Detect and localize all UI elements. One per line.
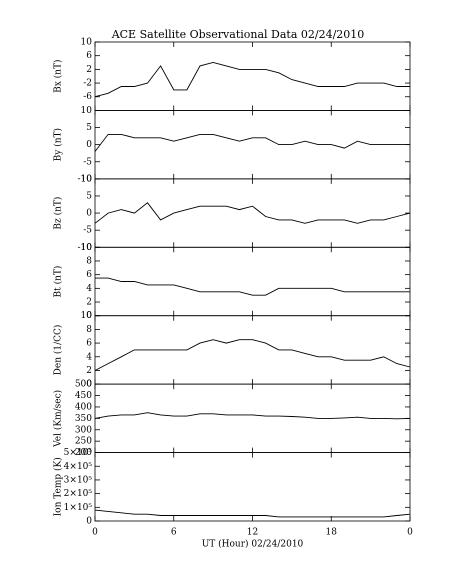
y-tick-label: 300	[75, 425, 92, 435]
panel-frame	[94, 178, 411, 248]
y-tick-label: 0	[86, 209, 92, 219]
y-tick-label: 0	[86, 380, 92, 390]
y-tick-label: 6	[86, 51, 92, 61]
y-tick-label: 6	[86, 270, 92, 280]
y-tick-label: 3×10⁵	[64, 475, 93, 485]
y-tick-label: 10	[81, 174, 93, 184]
panel-frame	[94, 452, 411, 522]
y-tick-label: -2	[83, 79, 92, 89]
data-line	[94, 339, 411, 371]
data-line	[94, 133, 410, 152]
y-tick-label: 250	[75, 437, 92, 447]
y-tick-label: 10	[81, 243, 93, 253]
y-tick-label: 500	[75, 380, 92, 390]
x-tick-label: 0	[92, 528, 98, 538]
data-line	[94, 412, 411, 420]
y-axis-label: Ion Temp (K)	[53, 457, 64, 516]
y-tick-label: 5	[86, 123, 92, 133]
y-tick-label: 4	[86, 352, 92, 362]
y-tick-label: 4	[86, 284, 92, 294]
data-line	[94, 509, 411, 518]
y-axis-label: Bx (nT)	[53, 60, 64, 93]
y-tick-label: 0	[86, 140, 92, 150]
panel-frame	[94, 246, 411, 317]
y-tick-label: 1×10⁵	[64, 503, 93, 513]
panel-frame	[94, 110, 411, 180]
y-axis-label: Vel (Km/sec)	[53, 390, 64, 448]
y-tick-label: 0	[86, 311, 92, 321]
y-tick-label: -5	[83, 157, 92, 167]
y-tick-label: -10	[78, 174, 93, 184]
x-tick-label: 18	[326, 528, 338, 538]
y-tick-label: 2	[86, 298, 92, 308]
y-tick-label: -6	[83, 92, 92, 102]
x-tick-label: 6	[171, 528, 177, 538]
y-tick-label: -10	[78, 243, 93, 253]
data-line	[94, 62, 410, 98]
y-axis-label: Bz (nT)	[53, 197, 64, 230]
y-axis-label: Den (1/CC)	[53, 325, 64, 376]
y-tick-label: 10	[81, 38, 93, 48]
y-tick-label: 5	[86, 191, 92, 201]
x-tick-label: 0	[407, 528, 413, 538]
y-tick-label: 8	[86, 325, 92, 335]
y-tick-label: 6	[86, 339, 92, 349]
y-tick-label: 4×10⁵	[64, 462, 93, 472]
y-tick-label: 2	[86, 65, 92, 75]
y-tick-label: 10	[81, 106, 93, 116]
x-axis-label: UT (Hour) 02/24/2010	[202, 539, 304, 550]
y-tick-label: 2×10⁵	[64, 489, 93, 499]
y-tick-label: 450	[75, 391, 92, 401]
y-tick-label: 2	[86, 366, 92, 376]
y-tick-label: 400	[75, 402, 92, 412]
chart-title: ACE Satellite Observational Data 02/24/2…	[111, 28, 365, 41]
y-tick-label: 200	[75, 448, 92, 458]
y-tick-label: 0	[86, 517, 92, 527]
data-line	[95, 277, 410, 296]
y-axis-label: By (nT)	[53, 128, 64, 161]
y-tick-label: 10	[81, 311, 93, 321]
y-tick-label: 350	[75, 414, 92, 424]
data-line	[94, 202, 411, 224]
panel-frame	[94, 41, 411, 111]
y-axis-label: Bt (nT)	[53, 266, 64, 298]
x-tick-label: 12	[247, 528, 258, 538]
y-tick-label: -5	[83, 226, 92, 236]
y-tick-label: 5×10⁵	[64, 448, 93, 458]
y-tick-label: 8	[86, 256, 92, 266]
panel-frame	[94, 383, 411, 453]
